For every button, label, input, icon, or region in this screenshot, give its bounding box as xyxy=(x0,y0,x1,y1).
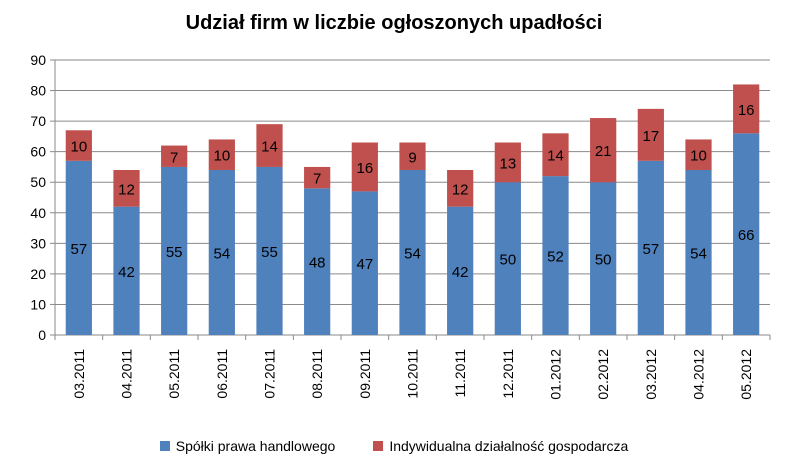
data-label: 14 xyxy=(261,139,278,156)
y-tick-label: 80 xyxy=(30,83,46,99)
x-tick-label: 03.2011 xyxy=(71,349,87,399)
bar-segment-spolki xyxy=(161,166,188,335)
data-label: 7 xyxy=(313,171,321,188)
bar-segment-spolki xyxy=(256,166,283,335)
bar-segment-spolki xyxy=(65,160,92,335)
data-label: 10 xyxy=(213,148,230,165)
data-label: 50 xyxy=(595,252,612,269)
bar-segment-spolki xyxy=(685,170,712,335)
bar-segment-spolki xyxy=(447,206,474,335)
legend-swatch xyxy=(159,441,170,451)
bar-segment-indywidualna xyxy=(733,84,760,134)
bar-segment-indywidualna xyxy=(304,166,331,189)
y-tick-label: 70 xyxy=(30,113,46,129)
data-label: 57 xyxy=(70,241,87,258)
x-tick-label: 04.2011 xyxy=(119,349,135,399)
legend-item-series-2: Indywidualna działalność gospodarcza xyxy=(373,438,628,454)
x-tick-label: 02.2012 xyxy=(595,349,611,400)
bar-segment-indywidualna xyxy=(208,139,235,170)
data-label: 10 xyxy=(70,139,87,156)
bar-segment-indywidualna xyxy=(637,108,664,161)
x-tick-label: 03.2012 xyxy=(643,349,659,400)
data-label: 57 xyxy=(642,241,659,258)
data-label: 14 xyxy=(547,148,564,165)
bar-segment-spolki xyxy=(304,188,331,335)
data-label: 52 xyxy=(547,249,564,266)
data-label: 21 xyxy=(595,143,612,160)
y-tick-label: 10 xyxy=(30,296,46,312)
data-label: 66 xyxy=(738,227,755,244)
x-tick-label: 08.2011 xyxy=(309,349,325,399)
x-tick-label: 05.2011 xyxy=(166,349,182,399)
bar-segment-indywidualna xyxy=(542,133,569,177)
data-label: 12 xyxy=(118,181,135,198)
x-tick-label: 06.2011 xyxy=(214,349,230,399)
bar-segment-spolki xyxy=(208,170,235,335)
legend-swatch xyxy=(373,441,384,451)
data-label: 16 xyxy=(738,102,755,119)
x-tick-label: 07.2011 xyxy=(262,349,278,399)
x-tick-label: 09.2011 xyxy=(357,349,373,399)
data-label: 55 xyxy=(166,244,183,261)
data-label: 12 xyxy=(452,181,469,198)
x-tick-label: 11.2011 xyxy=(452,349,468,398)
bar-segment-spolki xyxy=(113,206,140,335)
legend-item-series-1: Spółki prawa handlowego xyxy=(159,438,336,454)
legend-label: Indywidualna działalność gospodarcza xyxy=(389,438,629,454)
data-label: 54 xyxy=(690,246,707,263)
bar-segment-indywidualna xyxy=(447,170,474,207)
data-label: 42 xyxy=(118,264,135,281)
data-label: 9 xyxy=(408,149,416,166)
y-tick-label: 20 xyxy=(30,266,46,282)
x-tick-label: 12.2011 xyxy=(500,349,516,399)
data-label: 16 xyxy=(356,160,373,177)
legend: Spółki prawa handlowego Indywidualna dzi… xyxy=(0,438,788,454)
y-tick-label: 40 xyxy=(30,205,46,221)
data-label: 42 xyxy=(452,264,469,281)
x-tick-label: 04.2012 xyxy=(691,349,707,400)
bar-segment-indywidualna xyxy=(113,170,140,207)
bar-segment-spolki xyxy=(399,170,426,335)
bar-segment-spolki xyxy=(733,133,760,335)
bar-segment-indywidualna xyxy=(494,142,521,183)
bar-segment-indywidualna xyxy=(65,130,92,161)
bar-segment-spolki xyxy=(542,176,569,335)
bar-segment-indywidualna xyxy=(256,124,283,167)
legend-label: Spółki prawa handlowego xyxy=(175,438,336,454)
bar-segment-indywidualna xyxy=(351,142,378,192)
y-tick-label: 0 xyxy=(38,327,46,343)
chart-title: Udział firm w liczbie ogłoszonych upadło… xyxy=(185,12,603,34)
bar-segment-spolki xyxy=(590,182,617,335)
data-label: 50 xyxy=(499,252,516,269)
y-tick-label: 30 xyxy=(30,235,46,251)
data-label: 47 xyxy=(356,256,373,273)
data-label: 54 xyxy=(404,246,421,263)
x-tick-label: 01.2012 xyxy=(548,349,564,400)
y-tick-label: 60 xyxy=(30,144,46,160)
x-tick-label: 10.2011 xyxy=(405,349,421,399)
bar-segment-spolki xyxy=(351,191,378,335)
y-tick-label: 50 xyxy=(30,174,46,190)
data-label: 54 xyxy=(213,246,230,263)
bar-segment-indywidualna xyxy=(161,145,188,167)
data-label: 10 xyxy=(690,148,707,165)
data-label: 13 xyxy=(499,155,516,172)
data-label: 48 xyxy=(309,255,326,272)
y-tick-label: 90 xyxy=(30,52,46,68)
x-tick-label: 05.2012 xyxy=(738,349,754,400)
bar-segment-indywidualna xyxy=(685,139,712,170)
bar-segment-indywidualna xyxy=(399,142,426,170)
data-label: 17 xyxy=(642,128,659,145)
data-label: 7 xyxy=(170,149,178,166)
bar-segment-spolki xyxy=(494,182,521,335)
data-label: 55 xyxy=(261,244,278,261)
bar-segment-indywidualna xyxy=(590,118,617,183)
bar-segment-spolki xyxy=(637,160,664,335)
